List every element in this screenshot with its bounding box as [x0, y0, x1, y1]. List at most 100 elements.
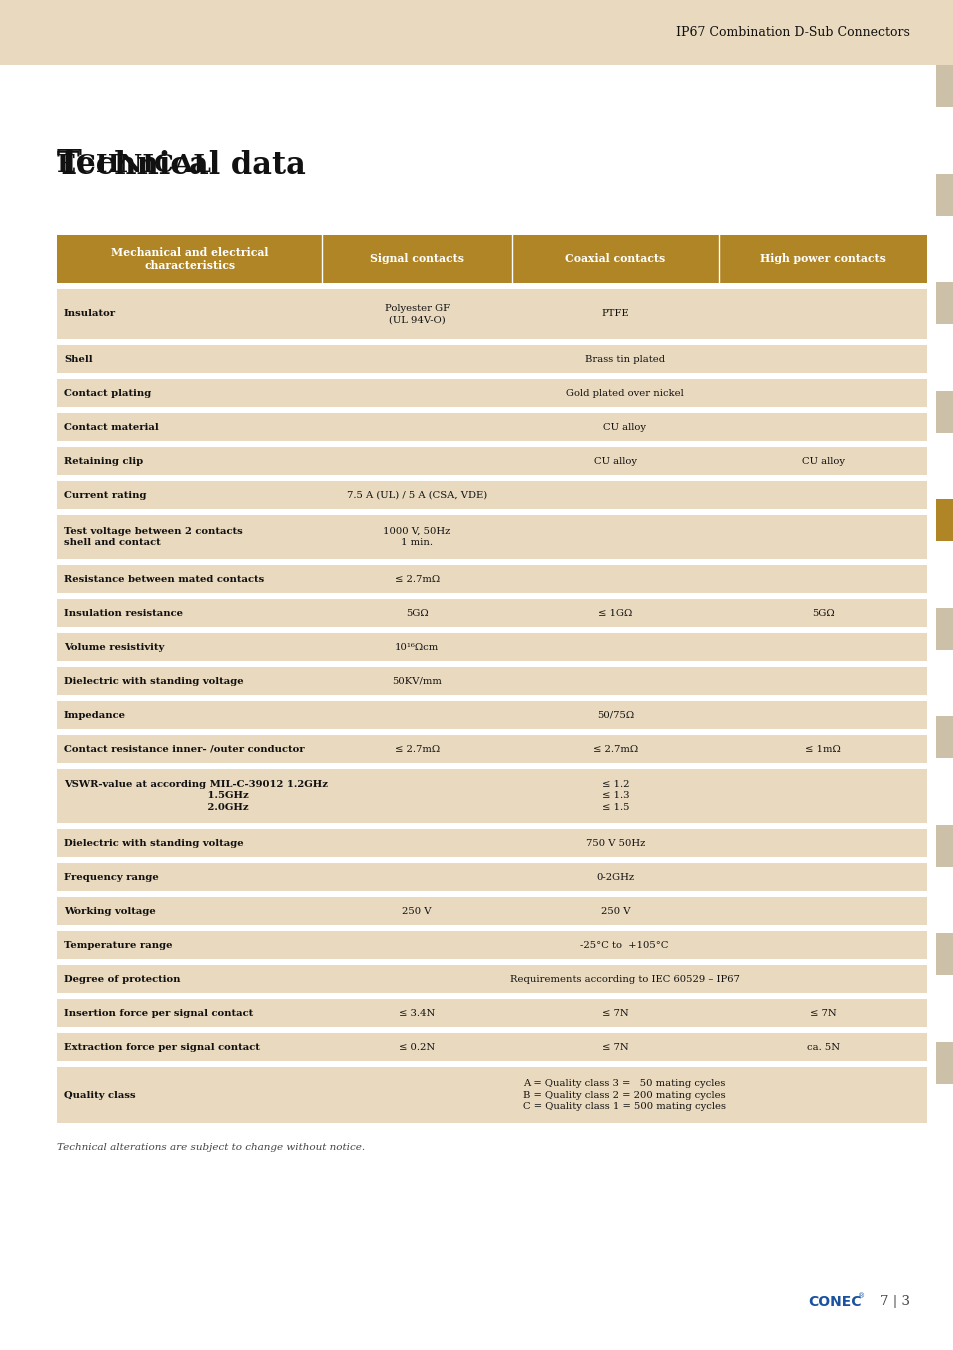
Text: 10¹⁶Ωcm: 10¹⁶Ωcm [395, 643, 438, 652]
Text: Coaxial contacts: Coaxial contacts [565, 254, 665, 265]
Bar [57, 965, 322, 994]
Text: Dielectric with standing voltage: Dielectric with standing voltage [64, 838, 243, 848]
Text: ®: ® [857, 1293, 864, 1299]
Text: Technical data: Technical data [57, 150, 306, 181]
Bar [57, 863, 322, 891]
Text: ≤ 1GΩ: ≤ 1GΩ [598, 609, 632, 617]
Text: Quality class: Quality class [64, 1091, 135, 1099]
Text: Contact plating: Contact plating [64, 389, 152, 397]
Text: Extraction force per signal contact: Extraction force per signal contact [64, 1042, 259, 1052]
Bar [512, 1033, 719, 1061]
Text: -25°C to  +105°C: -25°C to +105°C [579, 941, 668, 949]
Text: A = Quality class 3 =   50 mating cycles
B = Quality class 2 = 200 mating cycles: A = Quality class 3 = 50 mating cycles B… [522, 1080, 725, 1111]
Bar [512, 999, 719, 1027]
Bar [57, 896, 322, 925]
Text: Contact resistance inner- /outer conductor: Contact resistance inner- /outer conduct… [64, 744, 304, 753]
Text: ≤ 7N: ≤ 7N [601, 1008, 628, 1018]
Text: Requirements according to IEC 60529 – IP67: Requirements according to IEC 60529 – IP… [509, 975, 739, 984]
Text: CU alloy: CU alloy [602, 423, 645, 432]
Bar [57, 829, 322, 857]
Text: ECHNICAL: ECHNICAL [57, 153, 219, 177]
Bar [935, 825, 952, 867]
Text: Brass tin plated: Brass tin plated [584, 355, 664, 363]
Text: Working voltage: Working voltage [64, 906, 155, 915]
Text: Contact material: Contact material [64, 423, 158, 432]
Text: Mechanical and electrical
characteristics: Mechanical and electrical characteristic… [111, 247, 268, 271]
Bar [935, 282, 952, 324]
Bar [57, 633, 322, 662]
Bar [935, 933, 952, 975]
Bar [512, 481, 719, 509]
Bar [322, 896, 512, 925]
Bar [512, 734, 719, 763]
Bar [322, 667, 512, 695]
Text: ≤ 1.2
≤ 1.3
≤ 1.5: ≤ 1.2 ≤ 1.3 ≤ 1.5 [601, 780, 629, 811]
Bar [322, 481, 512, 509]
Bar [57, 701, 322, 729]
Text: Technical alterations are subject to change without notice.: Technical alterations are subject to cha… [57, 1142, 365, 1152]
Bar [57, 379, 322, 406]
Bar [719, 829, 926, 857]
Bar [322, 514, 512, 559]
Bar [322, 829, 512, 857]
Bar [719, 896, 926, 925]
Text: Shell: Shell [64, 355, 92, 363]
Text: ≤ 7N: ≤ 7N [809, 1008, 836, 1018]
Bar [512, 896, 719, 925]
Text: ≤ 2.7mΩ: ≤ 2.7mΩ [395, 744, 439, 753]
Text: 7.5 A (UL) / 5 A (CSA, VDE): 7.5 A (UL) / 5 A (CSA, VDE) [347, 490, 487, 500]
Text: ca. 5N: ca. 5N [805, 1042, 839, 1052]
Text: ≤ 7N: ≤ 7N [601, 1042, 628, 1052]
Text: 250 V: 250 V [600, 906, 630, 915]
Bar [719, 999, 926, 1027]
Bar [322, 447, 512, 475]
Bar [719, 1033, 926, 1061]
Bar [512, 863, 719, 891]
Text: ≤ 1mΩ: ≤ 1mΩ [804, 744, 840, 753]
Bar [512, 447, 719, 475]
Text: ≤ 2.7mΩ: ≤ 2.7mΩ [593, 744, 638, 753]
Bar [57, 667, 322, 695]
Text: ≤ 2.7mΩ: ≤ 2.7mΩ [395, 575, 439, 583]
Bar [57, 346, 322, 373]
Bar [57, 769, 322, 823]
Text: 50/75Ω: 50/75Ω [597, 710, 634, 720]
Text: Polyester GF
(UL 94V-O): Polyester GF (UL 94V-O) [384, 304, 449, 324]
Bar [935, 608, 952, 649]
Bar [57, 734, 322, 763]
Text: Signal contacts: Signal contacts [370, 254, 464, 265]
Text: CU alloy: CU alloy [594, 456, 637, 466]
Text: 5GΩ: 5GΩ [405, 609, 428, 617]
Text: Retaining clip: Retaining clip [64, 456, 143, 466]
Text: Resistance between mated contacts: Resistance between mated contacts [64, 575, 264, 583]
Bar [935, 500, 952, 541]
Bar [512, 633, 719, 662]
Text: T: T [57, 148, 82, 181]
Text: High power contacts: High power contacts [760, 254, 885, 265]
Text: 7 | 3: 7 | 3 [879, 1296, 909, 1308]
Text: 50KV/mm: 50KV/mm [392, 676, 441, 686]
Text: CU alloy: CU alloy [801, 456, 843, 466]
Text: IP67 Combination D-Sub Connectors: IP67 Combination D-Sub Connectors [676, 26, 909, 39]
Text: Frequency range: Frequency range [64, 872, 158, 882]
Text: Degree of protection: Degree of protection [64, 975, 180, 984]
Bar [0, 0, 953, 65]
Bar [322, 1066, 926, 1123]
Text: Impedance: Impedance [64, 710, 126, 720]
Bar [512, 566, 719, 593]
Bar [719, 633, 926, 662]
Bar [57, 931, 322, 958]
Text: 5GΩ: 5GΩ [811, 609, 834, 617]
Bar [57, 1033, 322, 1061]
Bar [935, 390, 952, 432]
Bar [512, 829, 719, 857]
Text: VSWR-value at according MIL-C-39012 1.2GHz
                                     : VSWR-value at according MIL-C-39012 1.2G… [64, 780, 328, 811]
Bar [935, 716, 952, 757]
Bar [57, 599, 322, 626]
Bar [322, 346, 926, 373]
Text: Insertion force per signal contact: Insertion force per signal contact [64, 1008, 253, 1018]
Bar [322, 566, 512, 593]
Bar [57, 235, 926, 284]
Text: Insulator: Insulator [64, 309, 116, 319]
Text: Gold plated over nickel: Gold plated over nickel [565, 389, 683, 397]
